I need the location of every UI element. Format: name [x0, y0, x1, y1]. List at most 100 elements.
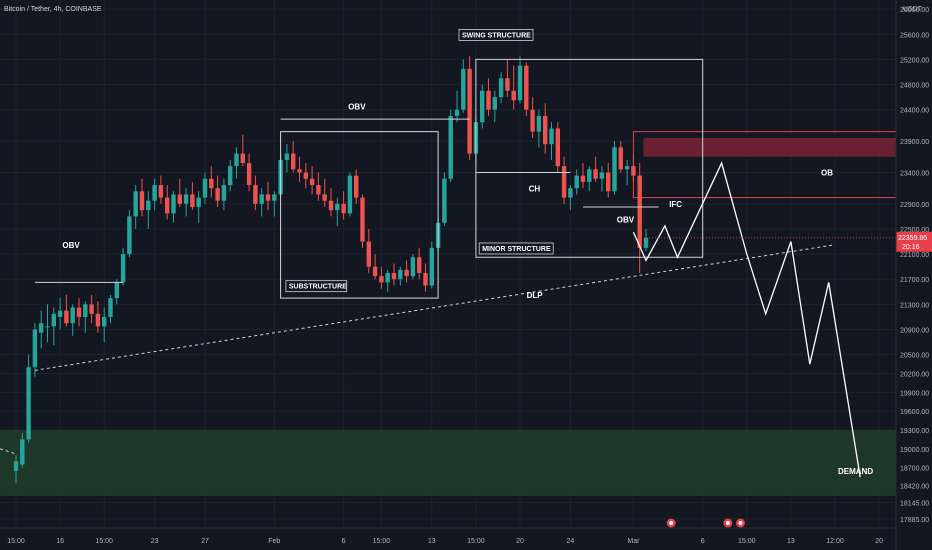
candle-body: [366, 241, 371, 267]
candle-body: [328, 200, 334, 211]
candle-body: [13, 461, 19, 471]
candle-body: [76, 307, 82, 317]
candle-body: [372, 266, 378, 277]
time-tick-label: 15:00: [7, 538, 25, 545]
candle-body: [612, 147, 617, 192]
label-swing-structure-frame: [458, 29, 534, 41]
candle-body: [190, 194, 195, 208]
label-obv-right: OBV: [617, 216, 635, 225]
candle-body: [360, 197, 365, 242]
candle-body: [505, 78, 510, 91]
time-tick-label: 15:00: [95, 538, 113, 545]
candle-body: [95, 313, 101, 327]
price-tick-label: 19000.00: [900, 447, 929, 454]
price-tick-label: 18700.00: [900, 466, 929, 473]
candle-body: [45, 326, 50, 328]
candle-body: [70, 307, 75, 324]
candle-body: [618, 147, 623, 170]
candle-body: [379, 276, 384, 283]
candle-body: [303, 172, 308, 179]
candle-body: [561, 166, 567, 198]
countdown-label: 20:16: [902, 244, 920, 251]
candle-body: [215, 188, 220, 201]
candle-body: [234, 153, 239, 167]
candle-body: [524, 65, 529, 110]
current-price-label: 22359.86: [898, 235, 927, 242]
price-tick-label: 19300.00: [900, 428, 929, 435]
time-tick-label: 6: [701, 538, 705, 545]
candle-body: [127, 216, 132, 255]
time-tick-label: 15:00: [373, 538, 391, 545]
candle-body: [83, 304, 88, 317]
time-tick-label: 24: [567, 538, 575, 545]
zones: [0, 131, 897, 496]
candle-body: [133, 191, 138, 217]
label-ob: OB: [821, 169, 833, 178]
time-tick-label: 15:00: [738, 538, 756, 545]
time-tick-label: 23: [151, 538, 159, 545]
candle-body: [108, 298, 113, 317]
price-tick-label: 26000.00: [900, 7, 929, 14]
candle-body: [637, 175, 642, 248]
candle-body: [593, 169, 598, 179]
candle-body: [511, 90, 516, 101]
candle-body: [536, 115, 542, 132]
price-tick-label: 19600.00: [900, 409, 929, 416]
candle-body: [297, 169, 302, 173]
candle-body: [183, 194, 189, 204]
candle-body: [51, 313, 56, 327]
price-tick-label: 17885.00: [900, 517, 929, 524]
candle-body: [568, 188, 573, 198]
price-tick-label: 18145.00: [900, 501, 929, 508]
dlp-trendline: [34, 244, 836, 371]
time-tick-label: Feb: [268, 538, 280, 545]
price-tick-label: 24800.00: [900, 83, 929, 90]
drawings: OBV SUBSTRUCTURE OBV SWING STRUCTURE CH OBV IF…: [0, 29, 873, 478]
candle-body: [265, 194, 271, 201]
ob-zone: [643, 137, 896, 157]
candle-body: [391, 272, 397, 280]
candle-body: [631, 166, 636, 176]
candle-body: [221, 185, 227, 201]
candle-body: [480, 90, 485, 123]
label-minor-structure: MINOR STRUCTURE: [482, 246, 551, 253]
candle-body: [448, 115, 453, 179]
price-tick-label: 22500.00: [900, 227, 929, 234]
price-tick-label: 24400.00: [900, 108, 929, 115]
candle-body: [291, 153, 296, 170]
price-tick-label: 20200.00: [900, 371, 929, 378]
time-tick-label: 27: [201, 538, 209, 545]
label-ifc: IFC: [669, 200, 682, 209]
candle-body: [442, 178, 447, 223]
time-tick-label: 20: [875, 538, 883, 545]
candle-body: [555, 128, 560, 167]
price-tick-label: 20500.00: [900, 353, 929, 360]
candle-body: [461, 68, 466, 110]
candle-body: [202, 178, 208, 198]
demand-zone: [0, 430, 896, 496]
candle-body: [517, 65, 523, 101]
candle-body: [341, 203, 346, 214]
candle-body: [492, 97, 497, 110]
label-obv-mid: OBV: [348, 103, 366, 112]
price-tick-label: 18420.00: [900, 483, 929, 490]
candle-body: [39, 323, 44, 333]
price-tick-label: 25600.00: [900, 32, 929, 39]
price-tick-label: 25200.00: [900, 57, 929, 64]
swing-structure-box: [475, 58, 704, 258]
symbol-title: Bitcoin / Tether, 4h, COINBASE: [4, 6, 102, 13]
candle-body: [354, 175, 359, 198]
label-demand: DEMAND: [838, 467, 873, 476]
candle-body: [599, 172, 605, 179]
label-minor-structure-frame: [478, 242, 554, 255]
candle-body: [114, 282, 119, 299]
candle-body: [272, 194, 277, 201]
projection-path: [632, 161, 861, 478]
candle-body: [322, 194, 327, 201]
candle-body: [196, 197, 201, 208]
candle-body: [165, 197, 170, 214]
candle-body: [543, 115, 548, 145]
candle-body: [643, 237, 649, 248]
left-trendline: [0, 448, 17, 455]
